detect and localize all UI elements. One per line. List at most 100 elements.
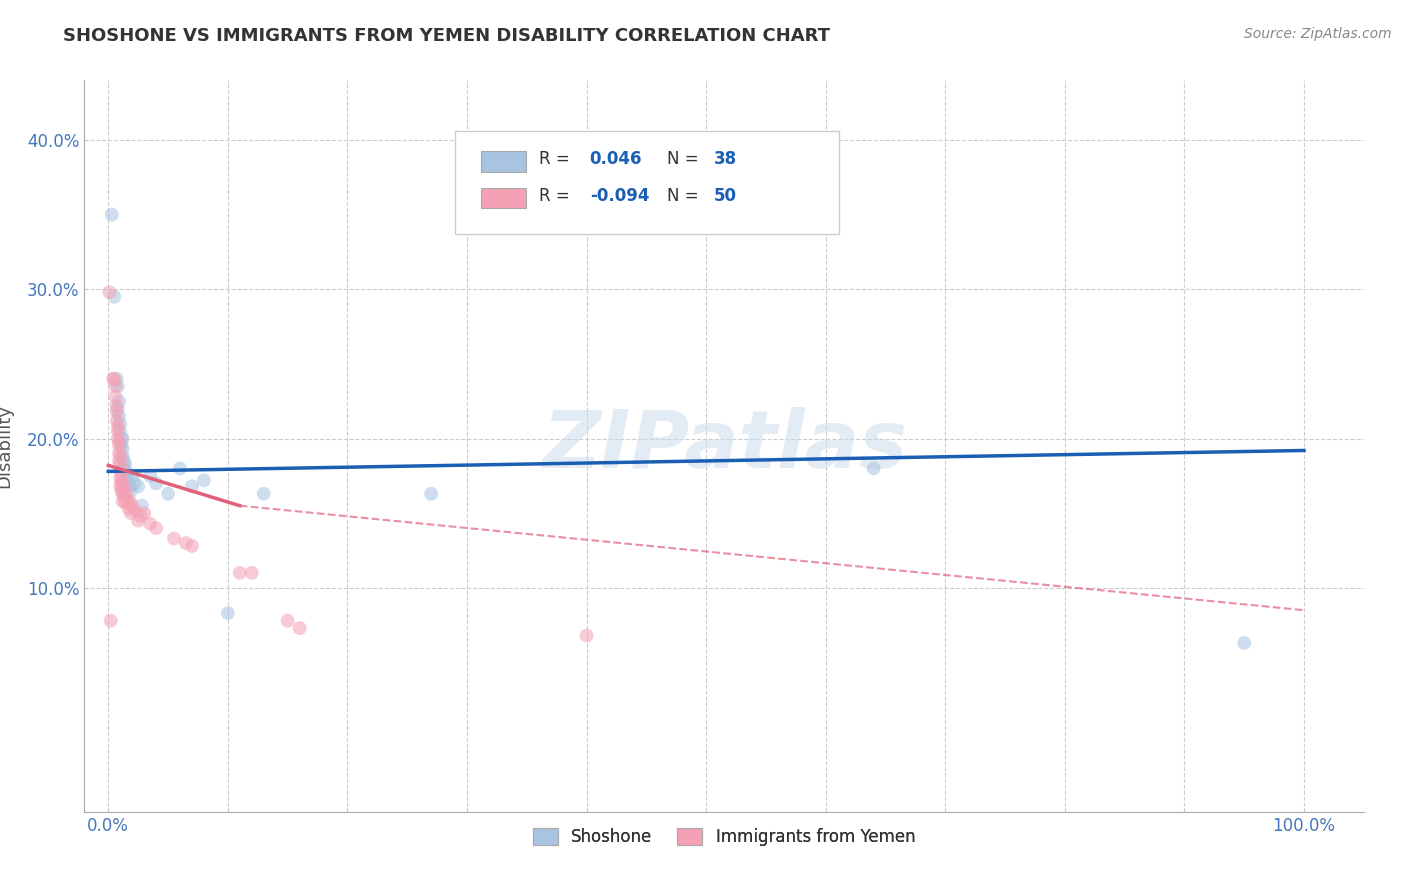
Point (145, 521, 167, 535)
Point (111, 494, 134, 508)
Point (277, 614, 299, 628)
Text: 50: 50 (714, 186, 737, 205)
Point (104, 379, 127, 393)
FancyBboxPatch shape (481, 152, 526, 171)
Point (127, 514, 149, 528)
Point (103, 372, 125, 386)
Point (110, 483, 132, 498)
Point (110, 464, 132, 478)
Point (157, 487, 180, 501)
FancyBboxPatch shape (481, 188, 526, 208)
Point (118, 479, 141, 493)
Point (107, 419, 129, 434)
Point (112, 461, 135, 475)
Point (117, 476, 139, 491)
Point (110, 424, 132, 438)
Point (105, 372, 128, 386)
Point (105, 414, 128, 428)
Point (288, 621, 311, 635)
Point (112, 488, 135, 502)
Point (111, 432, 134, 446)
Point (103, 290, 125, 304)
Y-axis label: Disability: Disability (0, 404, 13, 488)
Point (108, 439, 131, 453)
Point (115, 487, 138, 501)
Point (114, 496, 136, 510)
Point (124, 476, 146, 491)
Point (240, 566, 263, 580)
Point (110, 468, 132, 483)
Point (139, 516, 162, 531)
Point (110, 476, 132, 491)
Point (169, 461, 191, 475)
Point (217, 606, 239, 620)
Point (110, 450, 132, 464)
Point (110, 417, 132, 431)
Point (108, 394, 131, 409)
Point (107, 424, 129, 438)
Point (120, 506, 142, 520)
Point (101, 208, 124, 222)
Text: Source: ZipAtlas.com: Source: ZipAtlas.com (1244, 27, 1392, 41)
Point (1233, 636, 1256, 650)
Text: R =: R = (538, 150, 575, 169)
Point (108, 409, 131, 424)
Text: ZIPatlas: ZIPatlas (541, 407, 907, 485)
Point (105, 405, 128, 419)
Point (107, 379, 129, 393)
Point (193, 473, 215, 487)
Point (110, 457, 132, 471)
Point (229, 566, 252, 580)
Point (420, 487, 443, 501)
Point (131, 499, 153, 513)
Point (110, 479, 132, 493)
Point (121, 468, 143, 483)
Point (98, 285, 121, 300)
Text: R =: R = (538, 186, 575, 205)
Point (253, 487, 276, 501)
Point (118, 494, 141, 508)
Point (110, 439, 132, 453)
Point (114, 457, 136, 471)
Point (110, 472, 132, 486)
Point (575, 629, 598, 643)
Legend: Shoshone, Immigrants from Yemen: Shoshone, Immigrants from Yemen (524, 820, 924, 855)
Point (174, 536, 197, 550)
Point (100, 614, 122, 628)
Point (111, 476, 134, 491)
Point (127, 479, 149, 493)
Text: 0.046: 0.046 (589, 150, 643, 169)
Point (120, 483, 142, 498)
Point (115, 464, 138, 478)
Point (181, 539, 204, 553)
Point (862, 461, 884, 475)
Text: SHOSHONE VS IMMIGRANTS FROM YEMEN DISABILITY CORRELATION CHART: SHOSHONE VS IMMIGRANTS FROM YEMEN DISABI… (63, 27, 831, 45)
Text: -0.094: -0.094 (589, 186, 650, 205)
Point (117, 494, 139, 508)
Point (129, 509, 152, 524)
Point (108, 434, 131, 449)
FancyBboxPatch shape (456, 131, 839, 234)
Text: N =: N = (666, 150, 703, 169)
Point (163, 532, 186, 546)
Point (124, 503, 146, 517)
Point (145, 476, 167, 491)
Point (139, 468, 162, 483)
Text: N =: N = (666, 186, 703, 205)
Point (115, 473, 138, 487)
Point (111, 442, 134, 456)
Point (110, 432, 132, 446)
Point (117, 468, 139, 483)
Point (117, 501, 139, 516)
Text: 38: 38 (714, 150, 737, 169)
Point (181, 479, 204, 493)
Point (104, 390, 127, 404)
Point (108, 446, 131, 460)
Point (111, 487, 134, 501)
Point (107, 432, 129, 446)
Point (112, 454, 135, 468)
Point (112, 479, 135, 493)
Point (107, 401, 129, 416)
Point (108, 454, 131, 468)
Point (111, 450, 134, 464)
